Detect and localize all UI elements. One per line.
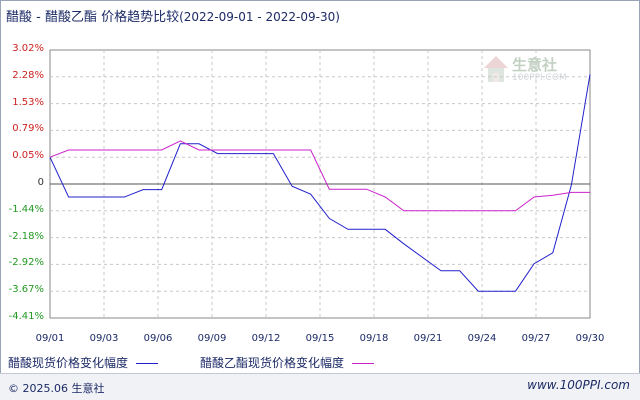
y-tick-label: 0.79% bbox=[12, 123, 44, 135]
x-tick-label: 09/24 bbox=[467, 333, 497, 344]
chart-title-main: 醋酸 - 醋酸乙酯 价格趋势比较 bbox=[6, 10, 180, 25]
x-tick-label: 09/30 bbox=[575, 333, 605, 344]
x-tick-label: 09/12 bbox=[251, 333, 281, 344]
watermark-name: 生意社 bbox=[512, 56, 558, 74]
x-tick-label: 09/09 bbox=[197, 333, 227, 344]
y-tick-label: 3.02% bbox=[12, 43, 44, 54]
x-tick-label: 09/27 bbox=[521, 333, 551, 344]
x-tick-label: 09/03 bbox=[89, 333, 119, 344]
watermark: 生意社 100PPI.COM bbox=[482, 54, 577, 88]
y-tick-label: 0 bbox=[37, 177, 44, 188]
x-tick-label: 09/18 bbox=[359, 333, 389, 344]
series-layer bbox=[49, 74, 591, 292]
y-tick-label: 0.05% bbox=[12, 150, 44, 162]
legend-item-acetic: 醋酸现货价格变化幅度 bbox=[8, 354, 159, 371]
chart-title-range: (2022-09-01 - 2022-09-30) bbox=[179, 10, 340, 24]
y-tick-label: -1.44% bbox=[8, 203, 44, 215]
legend-label-ethyl-acetate: 醋酸乙酯现货价格变化幅度 bbox=[200, 356, 345, 370]
legend-swatch-ethyl-acetate bbox=[352, 363, 375, 364]
x-tick-label: 09/15 bbox=[305, 333, 335, 344]
legend-item-ethyl-acetate: 醋酸乙酯现货价格变化幅度 bbox=[200, 354, 375, 371]
y-tick-label: -4.41% bbox=[8, 311, 44, 322]
x-tick-label: 09/01 bbox=[35, 333, 65, 344]
y-tick-label: -3.67% bbox=[8, 284, 44, 296]
series-line-acetic bbox=[49, 74, 591, 292]
legend-label-acetic: 醋酸现货价格变化幅度 bbox=[8, 356, 129, 370]
footer-copyright: © 2025.06 生意社 bbox=[8, 382, 105, 395]
y-tick-label: 2.28% bbox=[12, 69, 44, 81]
chart-title: 醋酸 - 醋酸乙酯 价格趋势比较(2022-09-01 - 2022-09-30… bbox=[6, 6, 340, 25]
y-tick-label: -2.92% bbox=[8, 257, 44, 269]
footer-bar: © 2025.06 生意社 www.100PPI.com bbox=[0, 373, 640, 400]
series-line-ethyl-acetate bbox=[49, 140, 590, 212]
x-tick-label: 09/06 bbox=[143, 333, 173, 344]
x-tick-label: 09/21 bbox=[413, 333, 443, 344]
y-tick-label: 1.53% bbox=[12, 96, 44, 108]
house-logo-icon bbox=[484, 56, 508, 82]
y-tick-label: -2.18% bbox=[8, 230, 44, 242]
grid-horizontal bbox=[50, 76, 590, 292]
watermark-url: 100PPI.COM bbox=[512, 73, 567, 83]
legend-swatch-acetic bbox=[136, 363, 159, 364]
footer-site-link[interactable]: www.100PPI.com bbox=[527, 378, 630, 392]
